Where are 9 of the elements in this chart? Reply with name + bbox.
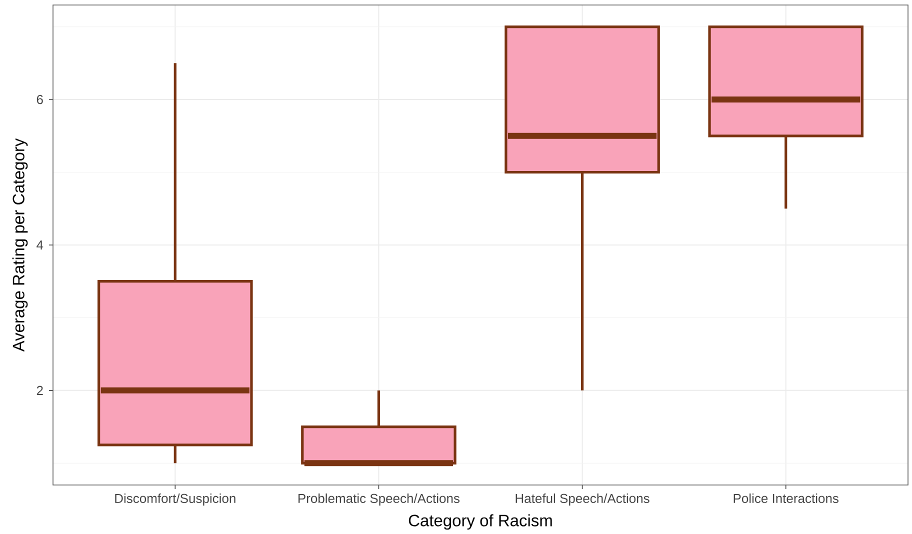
y-tick-label: 6 xyxy=(36,94,43,104)
y-tick-label: 4 xyxy=(36,240,44,250)
x-tick-label: Hateful Speech/Actions xyxy=(516,494,650,506)
y-axis-title: Average Rating per Category xyxy=(12,138,28,352)
x-tick-label: Police Interactions xyxy=(734,494,838,504)
x-axis-title: Category of Racism xyxy=(408,514,552,530)
x-tick-label: Discomfort/Suspicion xyxy=(115,494,236,506)
x-tick-label: Problematic Speech/Actions xyxy=(298,494,460,506)
y-tick-label: 2 xyxy=(36,386,43,395)
